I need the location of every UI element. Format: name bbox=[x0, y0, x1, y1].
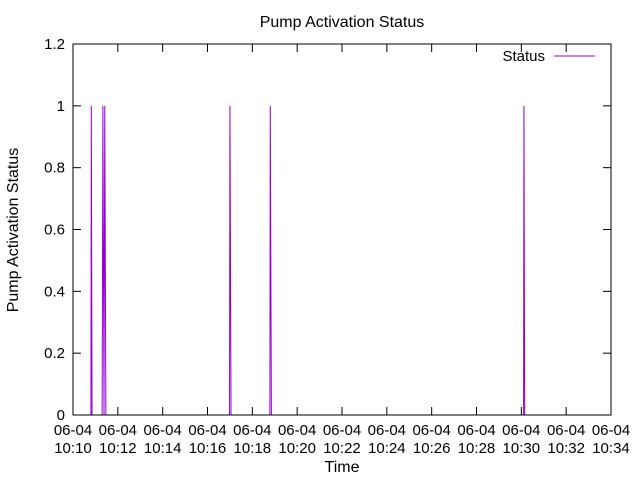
x-tick-label-time: 10:28 bbox=[458, 440, 496, 457]
x-tick-label-time: 10:12 bbox=[99, 440, 137, 457]
x-tick-label-date: 06-04 bbox=[143, 422, 181, 439]
y-tick-label: 1 bbox=[57, 98, 65, 115]
x-tick-label-date: 06-04 bbox=[502, 422, 540, 439]
x-tick-label-time: 10:24 bbox=[368, 440, 406, 457]
y-tick-label: 1.2 bbox=[44, 36, 65, 53]
series-layer bbox=[90, 105, 526, 416]
x-tick-label-time: 10:14 bbox=[144, 440, 182, 457]
x-tick-label-date: 06-04 bbox=[457, 422, 495, 439]
series-line-status bbox=[90, 105, 526, 416]
x-tick-label-time: 10:10 bbox=[54, 440, 92, 457]
x-tick-label-time: 10:16 bbox=[189, 440, 227, 457]
x-tick-label-time: 10:20 bbox=[278, 440, 316, 457]
x-tick-label-date: 06-04 bbox=[547, 422, 585, 439]
plot-border bbox=[72, 43, 612, 416]
y-axis-label: Pump Activation Status bbox=[5, 148, 22, 313]
x-tick-label-date: 06-04 bbox=[323, 422, 361, 439]
axis-ticks: 00.20.40.60.811.206-0410:1006-0410:1206-… bbox=[44, 36, 630, 457]
chart-title: Pump Activation Status bbox=[260, 14, 425, 31]
y-tick-label: 0.6 bbox=[44, 222, 65, 239]
x-tick-label-time: 10:32 bbox=[547, 440, 585, 457]
x-tick-label-date: 06-04 bbox=[368, 422, 406, 439]
x-axis-label: Time bbox=[325, 459, 360, 476]
y-tick-label: 0.2 bbox=[44, 345, 65, 362]
x-tick-label-date: 06-04 bbox=[54, 422, 92, 439]
y-tick-label: 0 bbox=[57, 407, 65, 424]
x-tick-label-date: 06-04 bbox=[99, 422, 137, 439]
x-tick-label-date: 06-04 bbox=[278, 422, 316, 439]
x-tick-label-time: 10:34 bbox=[592, 440, 630, 457]
x-tick-label-time: 10:18 bbox=[234, 440, 272, 457]
x-tick-label-date: 06-04 bbox=[233, 422, 271, 439]
y-tick-label: 0.8 bbox=[44, 160, 65, 177]
x-tick-label-date: 06-04 bbox=[592, 422, 630, 439]
legend-label: Status bbox=[502, 48, 545, 65]
x-tick-label-time: 10:30 bbox=[503, 440, 541, 457]
legend: Status bbox=[502, 48, 595, 65]
y-tick-label: 0.4 bbox=[44, 283, 65, 300]
x-tick-label-time: 10:22 bbox=[323, 440, 361, 457]
x-tick-label-date: 06-04 bbox=[412, 422, 450, 439]
x-tick-label-time: 10:26 bbox=[413, 440, 451, 457]
x-tick-label-date: 06-04 bbox=[188, 422, 226, 439]
